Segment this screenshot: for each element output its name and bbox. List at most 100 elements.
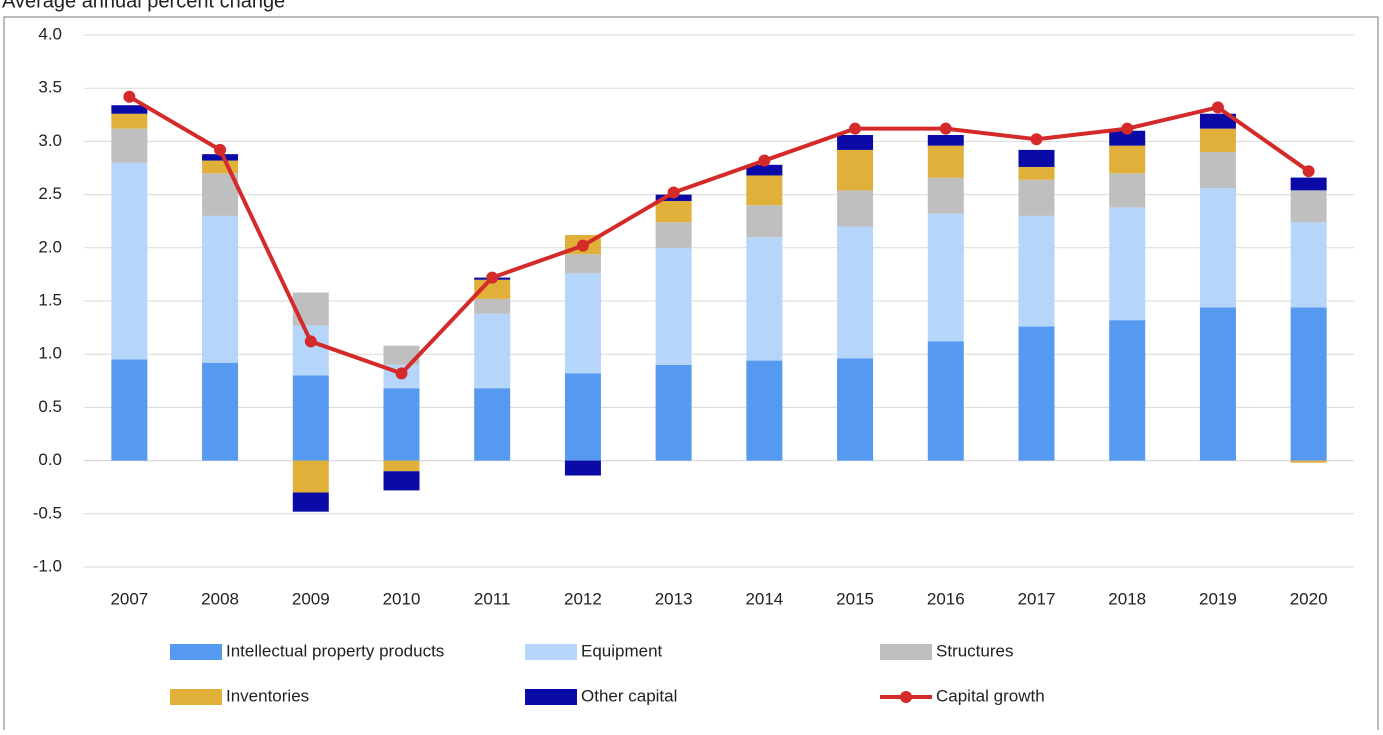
- y-tick-label: 3.5: [38, 78, 62, 97]
- bar: [927, 213, 964, 342]
- line-point: [395, 367, 408, 380]
- bar: [383, 471, 420, 491]
- line-point: [1030, 133, 1043, 146]
- bar: [1290, 177, 1327, 191]
- bar: [1290, 460, 1327, 463]
- bar: [1109, 145, 1146, 174]
- legend-label: Intellectual property products: [226, 641, 444, 660]
- legend-swatch: [170, 644, 222, 660]
- bar: [1199, 188, 1236, 308]
- bar: [292, 325, 329, 376]
- bar: [746, 175, 783, 206]
- y-tick-label: -1.0: [33, 556, 62, 575]
- bar: [1109, 130, 1146, 146]
- bar: [1109, 320, 1146, 461]
- x-tick-label: 2020: [1290, 589, 1328, 608]
- x-tick-label: 2011: [474, 589, 511, 608]
- bar: [564, 460, 601, 476]
- bar: [1109, 173, 1146, 208]
- bar: [1109, 207, 1146, 321]
- y-tick-label: -0.5: [33, 503, 62, 522]
- bar: [837, 149, 874, 191]
- line-point: [1121, 122, 1134, 135]
- bar: [746, 205, 783, 238]
- legend-label: Structures: [936, 641, 1013, 660]
- bar: [927, 145, 964, 178]
- legend-swatch: [525, 644, 577, 660]
- bar: [927, 341, 964, 461]
- frame: [3, 16, 1379, 735]
- line-point: [1302, 165, 1315, 178]
- bar: [292, 460, 329, 493]
- bar: [655, 222, 692, 248]
- bar: [202, 362, 239, 461]
- y-tick-label: 4.0: [38, 24, 62, 43]
- bar: [1290, 307, 1327, 461]
- bar: [837, 190, 874, 227]
- bar: [655, 247, 692, 365]
- legend-label: Equipment: [581, 641, 663, 660]
- bar: [1199, 152, 1236, 189]
- bar: [383, 460, 420, 472]
- bar: [837, 135, 874, 150]
- bar: [474, 298, 511, 314]
- bar: [202, 160, 239, 174]
- line-point: [214, 143, 227, 156]
- bar: [564, 254, 601, 274]
- legend-swatch: [525, 689, 577, 705]
- bar: [927, 177, 964, 214]
- bar: [655, 364, 692, 461]
- bar: [292, 375, 329, 461]
- bar: [746, 237, 783, 361]
- bar: [111, 113, 148, 129]
- bar: [1199, 307, 1236, 461]
- bar: [1199, 113, 1236, 129]
- bar: [111, 105, 148, 114]
- bar: [1018, 326, 1055, 461]
- line-point: [939, 122, 952, 135]
- x-tick-label: 2018: [1108, 589, 1146, 608]
- bar: [111, 128, 148, 163]
- chart-subtitle: Average annual percent change: [2, 0, 285, 12]
- bar: [564, 373, 601, 461]
- bar: [1290, 222, 1327, 308]
- x-tick-label: 2008: [201, 589, 239, 608]
- y-tick-label: 2.0: [38, 237, 62, 256]
- x-tick-label: 2010: [383, 589, 421, 608]
- bar: [1018, 215, 1055, 327]
- line-point: [667, 186, 680, 199]
- x-tick-label: 2019: [1199, 589, 1237, 608]
- line-point: [304, 335, 317, 348]
- y-tick-label: 0.0: [38, 450, 62, 469]
- bar: [292, 292, 329, 326]
- legend-label: Inventories: [226, 686, 309, 705]
- bar: [927, 135, 964, 146]
- line-point: [576, 239, 589, 252]
- x-tick-label: 2015: [836, 589, 874, 608]
- bar: [474, 313, 511, 389]
- bar: [1018, 179, 1055, 216]
- y-tick-label: 0.5: [38, 397, 62, 416]
- bar: [564, 273, 601, 374]
- x-tick-label: 2012: [564, 589, 602, 608]
- x-tick-label: 2017: [1018, 589, 1056, 608]
- x-tick-label: 2009: [292, 589, 330, 608]
- bar: [111, 359, 148, 461]
- bar: [383, 345, 420, 365]
- legend-label: Other capital: [581, 686, 677, 705]
- legend-swatch: [880, 644, 932, 660]
- y-tick-label: 3.0: [38, 131, 62, 150]
- bar: [202, 154, 239, 161]
- bar: [837, 358, 874, 461]
- x-tick-label: 2013: [655, 589, 693, 608]
- bar: [111, 162, 148, 360]
- bar: [655, 200, 692, 223]
- bar: [202, 173, 239, 216]
- bar: [746, 360, 783, 461]
- x-tick-label: 2014: [745, 589, 783, 608]
- y-tick-label: 1.0: [38, 344, 62, 363]
- bar: [202, 215, 239, 363]
- bar: [474, 388, 511, 461]
- x-tick-label: 2016: [927, 589, 965, 608]
